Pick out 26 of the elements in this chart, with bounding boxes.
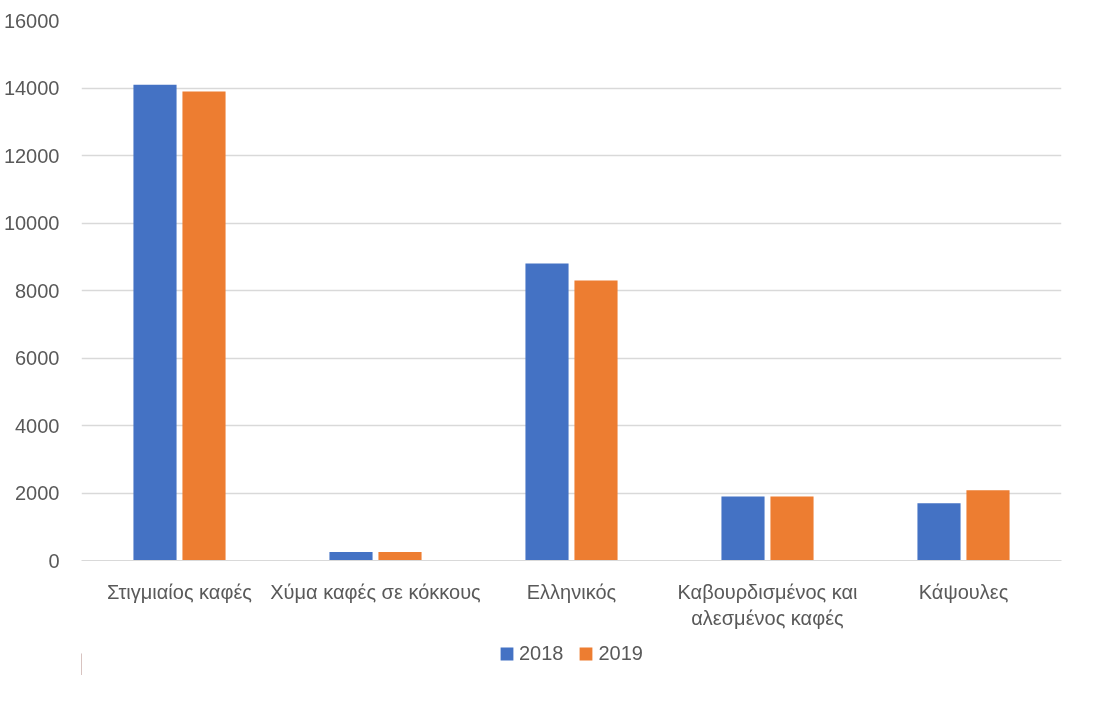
bar xyxy=(966,490,1010,561)
y-tick-label: 6000 xyxy=(15,347,60,369)
y-tick-label: 16000 xyxy=(3,9,60,32)
bar xyxy=(329,552,373,561)
bar xyxy=(182,91,226,561)
bar xyxy=(721,496,765,561)
x-tick-label: Στιγμιαίος καφές xyxy=(107,580,253,603)
y-tick-label: 10000 xyxy=(3,212,60,234)
y-tick-label: 8000 xyxy=(15,279,60,302)
legend-label: 2019 xyxy=(598,641,643,665)
legend-label: 2018 xyxy=(519,641,564,665)
y-tick-label: 12000 xyxy=(3,144,60,167)
bar xyxy=(133,84,177,561)
y-tick-label: 2000 xyxy=(15,482,60,504)
bar xyxy=(574,280,618,561)
y-tick-label: 0 xyxy=(48,549,60,572)
x-tick-label: Ελληνικός xyxy=(526,580,617,603)
bar xyxy=(770,496,814,561)
y-tick-label: 14000 xyxy=(3,77,60,99)
x-tick-label: Καβουρδισμένος και αλεσμένος καφές xyxy=(677,580,858,629)
x-tick-label: Χύμα καφές σε κόκκους xyxy=(270,580,482,603)
bar xyxy=(378,552,422,561)
bar xyxy=(525,263,569,561)
y-tick-label: 4000 xyxy=(15,414,60,437)
bar xyxy=(917,503,961,561)
x-tick-label: Κάψουλες xyxy=(918,580,1009,603)
